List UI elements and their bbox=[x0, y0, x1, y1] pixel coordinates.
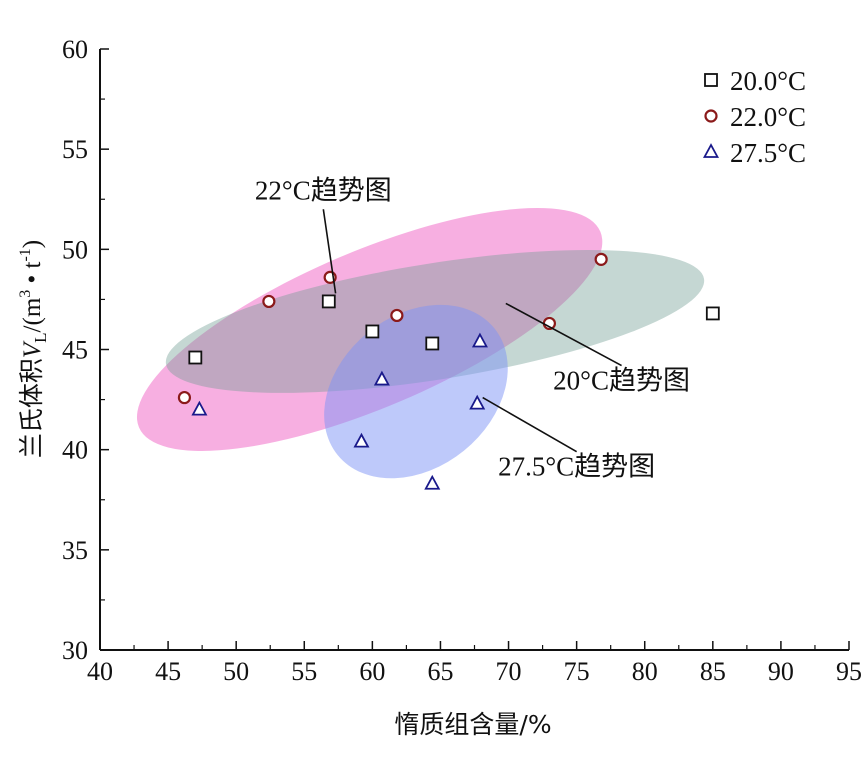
data-point bbox=[469, 394, 486, 410]
y-axis-title-part: V bbox=[19, 340, 46, 358]
y-axis-title-part: 3 bbox=[17, 290, 34, 298]
legend-marker-1 bbox=[704, 73, 718, 87]
x-tick-label: 65 bbox=[427, 657, 453, 686]
x-tick-label: 55 bbox=[291, 657, 317, 686]
y-tick-label: 45 bbox=[62, 336, 88, 365]
data-point bbox=[353, 432, 370, 448]
y-axis-title-part: ) bbox=[19, 240, 46, 248]
x-axis-title: 惰质组含量/% bbox=[394, 710, 551, 739]
legend-label-3: 27.5°C bbox=[730, 138, 806, 168]
y-tick-label: 35 bbox=[62, 536, 88, 565]
data-point bbox=[188, 350, 203, 365]
y-tick-label: 55 bbox=[62, 135, 88, 164]
x-tick-label: 50 bbox=[223, 657, 249, 686]
data-point bbox=[705, 306, 720, 321]
y-axis-title-part: L bbox=[31, 332, 50, 342]
annotations: 22°C趋势图 20°C趋势图 27.5°C趋势图 bbox=[255, 175, 690, 481]
data-point bbox=[365, 324, 380, 339]
data-point bbox=[373, 370, 390, 386]
x-tick-label: 75 bbox=[564, 657, 590, 686]
series-3 bbox=[191, 332, 488, 490]
x-tick-label: 40 bbox=[87, 657, 113, 686]
legend-label-1: 20.0°C bbox=[730, 66, 806, 96]
data-point bbox=[191, 400, 208, 416]
data-point bbox=[177, 390, 192, 405]
legend-label-2: 22.0°C bbox=[730, 102, 806, 132]
annotation-leader-1 bbox=[322, 209, 337, 294]
y-axis-title-part: /(m bbox=[19, 297, 46, 332]
legend-marker-3 bbox=[702, 143, 720, 158]
y-axis-title: 兰氏体积VL/(m3 • t-1) bbox=[17, 240, 50, 458]
data-point bbox=[424, 474, 441, 490]
y-tick-label: 60 bbox=[62, 35, 88, 64]
data-point bbox=[262, 294, 276, 309]
legend-marker-2 bbox=[704, 109, 718, 123]
x-tick-label: 80 bbox=[632, 657, 658, 686]
series-1 bbox=[188, 294, 720, 365]
data-point bbox=[321, 294, 336, 309]
data-point bbox=[390, 308, 404, 323]
trend-region-3 bbox=[324, 304, 508, 479]
y-axis-title-part: • t bbox=[19, 261, 46, 289]
y-tick-label: 40 bbox=[62, 436, 88, 465]
x-tick-label: 85 bbox=[700, 657, 726, 686]
axes: 40 45 50 55 60 65 70 75 80 85 90 95 30 35 40 45 50 55 60 bbox=[62, 35, 862, 686]
annotation-leader-2 bbox=[505, 302, 622, 367]
legend: 20.0°C 22.0°C 27.5°C bbox=[702, 66, 806, 168]
data-point bbox=[425, 336, 440, 351]
annotation-label-2: 20°C趋势图 bbox=[553, 366, 690, 396]
annotation-label-1: 22°C趋势图 bbox=[255, 175, 392, 205]
x-tick-label: 45 bbox=[155, 657, 181, 686]
x-tick-label: 95 bbox=[836, 657, 862, 686]
annotation-label-3: 27.5°C趋势图 bbox=[498, 452, 655, 482]
x-tick-label: 90 bbox=[768, 657, 794, 686]
annotation-leader-3 bbox=[482, 396, 578, 453]
data-point bbox=[594, 252, 608, 266]
x-tick-label: 70 bbox=[496, 657, 522, 686]
y-tick-label: 50 bbox=[62, 235, 88, 264]
data-point bbox=[471, 332, 488, 348]
y-tick-label: 30 bbox=[62, 636, 88, 665]
y-axis-title-part: 兰氏体积 bbox=[17, 358, 46, 458]
y-axis-title-part: -1 bbox=[17, 248, 34, 261]
data-points bbox=[177, 252, 720, 490]
x-tick-label: 60 bbox=[359, 657, 385, 686]
